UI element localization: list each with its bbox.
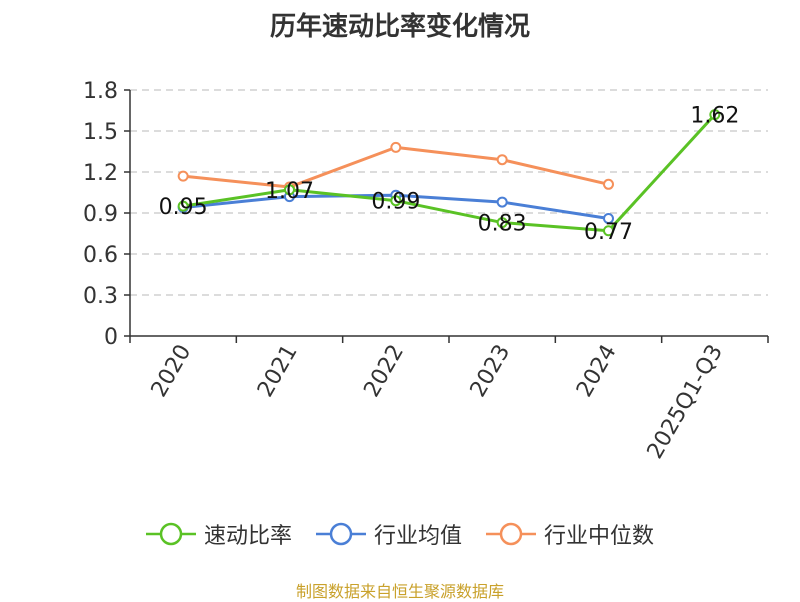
chart-title: 历年速动比率变化情况 <box>269 12 530 42</box>
data-label: 0.95 <box>159 195 208 220</box>
data-label-layer: 0.95 1.07 0.99 0.83 0.77 1.62 <box>159 104 740 245</box>
legend-swatch-icon <box>486 522 536 546</box>
y-tick-label: 0.9 <box>83 202 118 227</box>
data-point <box>284 184 295 196</box>
x-tick-label: 2022 <box>359 341 409 402</box>
data-point <box>603 178 614 190</box>
legend-item[interactable]: 速动比率 <box>145 518 292 550</box>
y-tick-label: 1.2 <box>83 161 118 186</box>
data-label: 0.77 <box>584 220 633 245</box>
y-tick-label: 1.8 <box>83 79 118 104</box>
data-label: 1.07 <box>265 179 314 204</box>
legend-item[interactable]: 行业均值 <box>315 518 462 550</box>
data-point <box>177 170 189 182</box>
legend-swatch-icon <box>315 522 366 546</box>
legend-label: 行业均值 <box>373 524 462 549</box>
x-tick-label: 2021 <box>253 341 303 402</box>
series-line <box>182 113 716 233</box>
data-point <box>603 212 614 224</box>
data-point <box>496 196 508 208</box>
legend: 速动比率 行业均值 行业中位数 <box>0 518 800 550</box>
source-note: 制图数据来自恒生聚源数据库 <box>295 582 504 601</box>
y-tick-label: 0.3 <box>83 284 118 309</box>
axis-layer: 0 0.3 0.6 0.9 1.2 1.5 1.8 2020 2021 2022 2023 2024 2… <box>83 79 769 464</box>
y-tick-label: 0 <box>104 325 118 350</box>
series-line <box>183 145 609 189</box>
x-tick-label: 2023 <box>466 340 516 401</box>
y-tick-label: 1.5 <box>83 120 118 145</box>
data-point <box>603 225 614 237</box>
legend-label: 速动比率 <box>203 524 292 549</box>
data-point <box>496 217 508 229</box>
data-label: 0.99 <box>371 190 420 215</box>
data-point <box>709 109 721 121</box>
data-label: 0.83 <box>478 212 527 237</box>
x-tick-label: 2024 <box>572 341 622 402</box>
data-label: 1.62 <box>690 104 739 129</box>
y-tick-label: 0.6 <box>83 243 118 268</box>
legend-swatch-icon <box>145 522 196 546</box>
x-tick-label: 2025Q1-Q3 <box>643 341 728 464</box>
data-point <box>177 200 189 212</box>
x-tick-label: 2020 <box>147 341 197 402</box>
series-layer <box>177 109 721 237</box>
legend-label: 行业中位数 <box>544 524 655 549</box>
legend-item[interactable]: 行业中位数 <box>486 518 654 550</box>
data-point <box>496 154 508 166</box>
grid-layer <box>130 89 768 296</box>
data-point <box>390 141 402 153</box>
data-point <box>390 195 402 207</box>
